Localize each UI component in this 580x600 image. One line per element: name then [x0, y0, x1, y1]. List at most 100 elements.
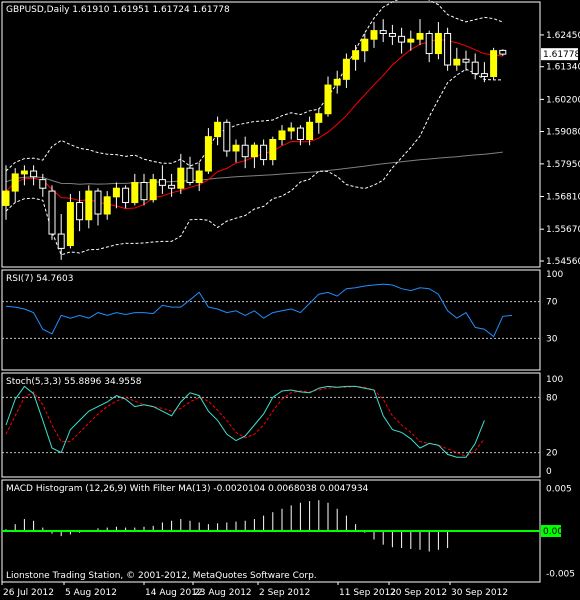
price-tick-label: 1.60200 — [546, 95, 580, 105]
price-tick-label: 1.61340 — [546, 63, 580, 73]
main-panel-title: GBPUSD,Daily 1.61910 1.61951 1.61724 1.6… — [6, 5, 230, 15]
x-axis-label: 26 Jul 2012 — [3, 588, 54, 598]
candle — [296, 127, 304, 141]
candle — [48, 190, 56, 235]
candle — [158, 179, 166, 186]
rsi-panel-title: RSI(7) 54.7603 — [6, 274, 73, 284]
candle — [177, 167, 185, 189]
macd-zero-marker — [541, 525, 561, 537]
candle — [223, 121, 231, 152]
candle — [204, 136, 212, 172]
candle — [57, 233, 65, 249]
stoch-panel-title: Stoch(5,3,3) 55.8896 34.9558 — [6, 377, 142, 387]
candle — [269, 139, 277, 161]
candle — [379, 30, 387, 34]
candle — [352, 50, 360, 60]
candle — [103, 196, 111, 215]
candle — [140, 181, 148, 201]
candle — [315, 113, 323, 123]
candle — [324, 84, 332, 115]
price-tick-label: 1.54560 — [546, 257, 580, 267]
candle — [11, 173, 19, 192]
candle — [260, 144, 268, 161]
x-axis-label: 20 Sep 2012 — [390, 588, 447, 598]
candle — [499, 49, 507, 55]
x-axis-label: 5 Aug 2012 — [65, 588, 117, 598]
candle — [434, 32, 442, 55]
candle — [278, 130, 286, 141]
macd-tick-label: 0.005 — [546, 484, 572, 494]
candle — [232, 144, 240, 152]
candle — [186, 167, 194, 183]
copyright-text: Lionstone Trading Station, © 2001-2012, … — [6, 571, 317, 581]
ma-red-line — [5, 38, 503, 210]
candle — [407, 38, 415, 43]
candle — [333, 78, 341, 86]
candle — [250, 144, 258, 158]
stoch-panel-frame — [1, 372, 541, 478]
candle — [462, 58, 470, 63]
candle — [287, 127, 295, 132]
candle — [342, 58, 350, 80]
candle — [398, 35, 406, 43]
candle — [471, 61, 479, 75]
candle — [444, 32, 452, 66]
candle — [112, 187, 120, 198]
rsi-tick-label: 70 — [546, 298, 558, 308]
bollinger-lower-band — [5, 68, 503, 256]
x-axis-label: 11 Sep 2012 — [339, 588, 396, 598]
x-axis-label: 14 Aug 2012 — [145, 588, 203, 598]
candle — [94, 190, 102, 215]
candle — [76, 202, 84, 221]
price-tick-label: 1.56810 — [546, 193, 580, 203]
candle — [425, 32, 433, 55]
main-panel-frame — [1, 1, 541, 268]
x-axis-label: 2 Sep 2012 — [259, 588, 310, 598]
rsi-tick-label: 30 — [546, 334, 558, 344]
candle — [20, 170, 28, 175]
candle — [306, 121, 314, 141]
current-price-marker — [541, 48, 578, 61]
ma-gray-line — [5, 151, 503, 185]
x-axis-label: 30 Sep 2012 — [451, 588, 508, 598]
price-tick-label: 1.55670 — [546, 225, 580, 235]
x-axis-label: 23 Aug 2012 — [194, 588, 252, 598]
candle — [490, 50, 498, 77]
candle — [168, 184, 176, 189]
price-tick-label: 1.62450 — [546, 31, 580, 41]
candle — [85, 190, 93, 221]
candle — [388, 32, 396, 37]
price-tick-label: 1.57950 — [546, 160, 580, 170]
bollinger-upper-band — [5, 0, 503, 172]
candle — [241, 144, 249, 158]
candle — [453, 58, 461, 66]
stoch-tick-label: 20 — [546, 449, 558, 459]
candle — [66, 202, 74, 247]
rsi-tick-label: 100 — [546, 270, 563, 280]
stoch-main-line — [5, 385, 485, 458]
stoch-signal-line — [5, 385, 485, 457]
rsi-panel-frame — [1, 269, 541, 371]
candle — [39, 179, 47, 189]
candle — [195, 170, 203, 183]
stoch-tick-label: 100 — [546, 375, 563, 385]
macd-panel-title: MACD Histogram (12,26,9) With Filter MA(… — [6, 484, 369, 494]
candle — [131, 181, 139, 204]
candle — [149, 179, 157, 201]
stoch-tick-label: 0 — [546, 467, 552, 477]
candle — [416, 32, 424, 40]
current-price-label: 1.61778 — [543, 50, 580, 60]
macd-zero-label: 0.00 — [543, 527, 563, 537]
candle — [122, 187, 130, 204]
candle — [480, 73, 488, 77]
candle — [30, 170, 38, 178]
candle — [370, 30, 378, 40]
candle — [214, 121, 222, 138]
candle — [361, 38, 369, 52]
candle — [2, 190, 10, 206]
stoch-tick-label: 80 — [546, 393, 558, 403]
rsi-line — [5, 283, 513, 338]
macd-tick-label: -0.005 — [546, 570, 575, 580]
